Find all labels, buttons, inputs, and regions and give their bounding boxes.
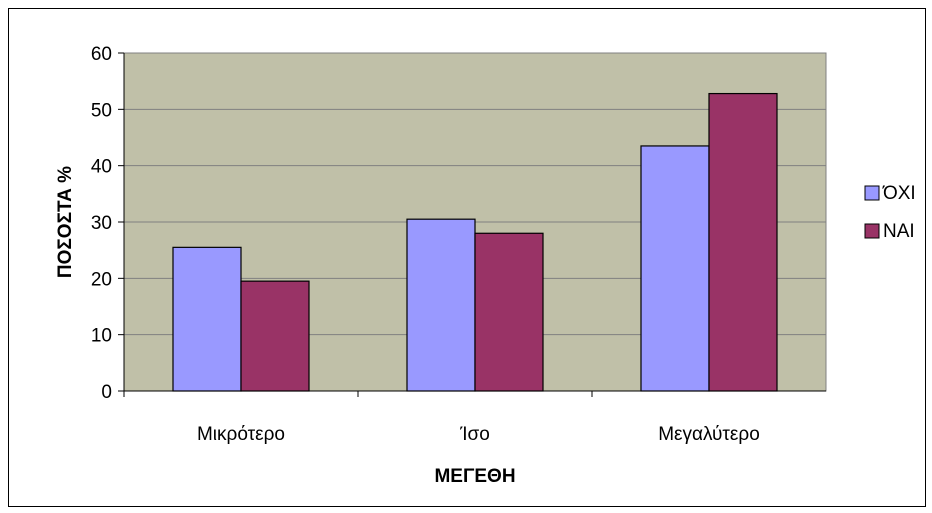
legend: ΌΧΙ ΝΑΙ	[864, 183, 916, 242]
legend-swatch	[864, 223, 880, 239]
chart-frame: 0 10 20 30 40 50 60 Μικρότερο Ίσο Μεγαλύτερο ΠΟΣ…	[8, 8, 926, 507]
bar-ochi-0	[172, 246, 242, 392]
y-tick-label: 40	[91, 157, 112, 178]
legend-label: ΝΑΙ	[883, 221, 915, 242]
legend-swatch	[864, 185, 880, 201]
legend-label: ΌΧΙ	[882, 183, 916, 204]
y-tick-label: 0	[101, 382, 112, 403]
y-tick-label: 10	[91, 326, 112, 347]
y-tick-label: 30	[91, 213, 112, 234]
y-tick-label: 20	[91, 269, 112, 290]
bars	[172, 92, 778, 392]
y-tick-label: 50	[91, 100, 112, 121]
x-category-label: Μεγαλύτερο	[658, 424, 760, 445]
bar-nai-2	[708, 92, 778, 392]
bar-ochi-2	[640, 145, 710, 392]
y-axis-title: ΠΟΣΟΣΤΑ %	[55, 166, 76, 278]
x-category-label: Ίσο	[459, 424, 490, 445]
bar-chart: 0 10 20 30 40 50 60 Μικρότερο Ίσο Μεγαλύτερο ΠΟΣ…	[55, 44, 916, 487]
x-category-label: Μικρότερο	[197, 424, 285, 445]
bar-nai-1	[474, 232, 544, 392]
bar-nai-0	[240, 280, 310, 392]
y-axis-ticks: 0 10 20 30 40 50 60	[91, 44, 124, 403]
y-tick-label: 60	[91, 44, 112, 65]
x-axis-title: ΜΕΓΕΘΗ	[434, 466, 515, 487]
x-axis-categories: Μικρότερο Ίσο Μεγαλύτερο	[123, 391, 760, 445]
bar-ochi-1	[406, 218, 476, 392]
